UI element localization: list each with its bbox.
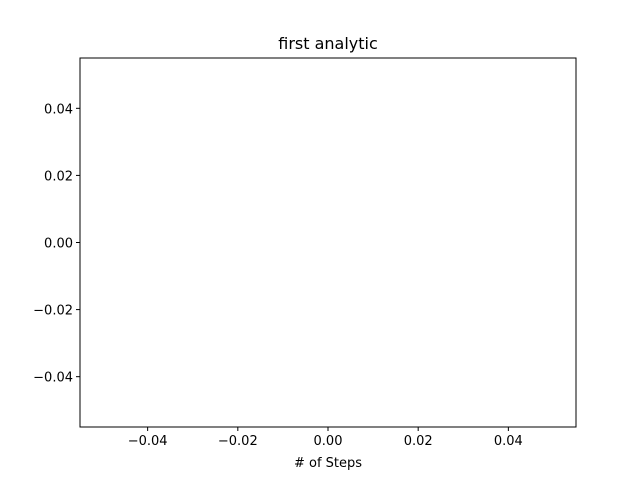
x-tick-label: 0.04 [494,434,523,449]
y-tick-label: 0.04 [44,102,73,117]
y-tick-label: 0.00 [44,237,73,252]
y-tick-label: −0.02 [33,304,73,319]
x-tick-label: 0.02 [404,434,433,449]
x-tick-label: −0.02 [218,434,258,449]
y-tick-label: 0.02 [44,169,73,184]
x-tick-label: −0.04 [128,434,168,449]
chart-title: first analytic [278,34,378,53]
y-tick-label: −0.04 [33,371,73,386]
x-axis-ticks: −0.04 −0.02 0.00 0.02 0.04 [128,427,523,449]
x-tick-label: 0.00 [314,434,343,449]
y-axis-ticks: −0.04 −0.02 0.00 0.02 0.04 [33,102,80,386]
x-axis-label: # of Steps [294,456,362,471]
